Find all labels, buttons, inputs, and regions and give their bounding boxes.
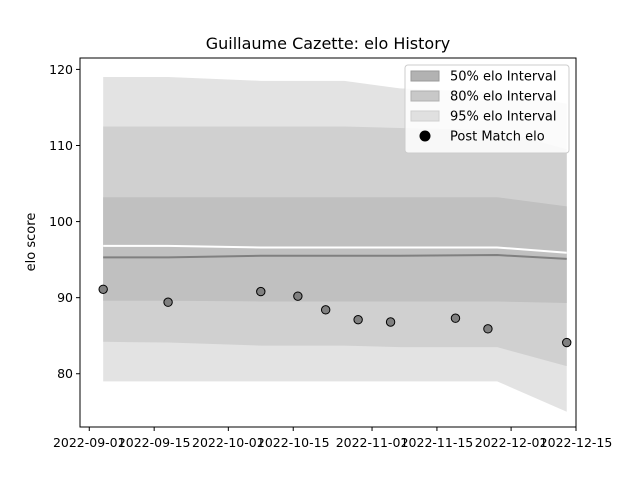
- y-tick-label: 90: [57, 290, 73, 305]
- data-point: [256, 286, 266, 297]
- legend-label: Post Match elo: [450, 130, 545, 145]
- y-tick-label: 120: [49, 62, 73, 77]
- legend-label: 95% elo Interval: [450, 110, 557, 125]
- x-tick-label: 2022-11-01: [336, 435, 409, 450]
- data-point: [562, 337, 572, 348]
- y-tick-label: 110: [49, 138, 73, 153]
- data-point: [385, 317, 396, 327]
- legend-box: [404, 64, 570, 154]
- x-tick-label: 2022-09-15: [118, 435, 191, 450]
- legend-swatch: [410, 70, 440, 82]
- chart-title: Guillaume Cazette: elo History: [206, 34, 451, 53]
- band-50: [103, 197, 567, 303]
- mean-line: [103, 244, 567, 254]
- x-tick-label: 2022-10-01: [192, 435, 265, 450]
- x-tick-label: 2022-10-15: [257, 435, 330, 450]
- legend-swatch: [410, 110, 440, 122]
- data-point: [293, 291, 303, 301]
- axes-frame: [79, 57, 577, 428]
- x-tick-label: 2022-09-01: [53, 435, 126, 450]
- y-tick-label: 80: [57, 366, 73, 381]
- data-point: [320, 305, 331, 315]
- legend-label: 50% elo Interval: [450, 70, 557, 85]
- data-point: [450, 313, 461, 323]
- y-axis-label: elo score: [24, 213, 39, 272]
- data-point: [353, 315, 363, 325]
- x-tick-label: 2022-12-01: [475, 435, 548, 450]
- x-tick-label: 2022-11-15: [401, 435, 474, 450]
- legend-swatch: [410, 90, 440, 102]
- legend-marker: [419, 130, 431, 142]
- y-tick-label: 100: [49, 214, 73, 229]
- x-tick-label: 2022-12-15: [540, 435, 613, 450]
- data-point: [483, 324, 493, 334]
- legend-label: 80% elo Interval: [450, 90, 557, 105]
- median-line: [103, 254, 567, 260]
- data-point: [98, 284, 108, 294]
- legend: 50% elo Interval 80% elo Interval 95% elo …: [404, 64, 570, 154]
- data-point: [163, 297, 173, 307]
